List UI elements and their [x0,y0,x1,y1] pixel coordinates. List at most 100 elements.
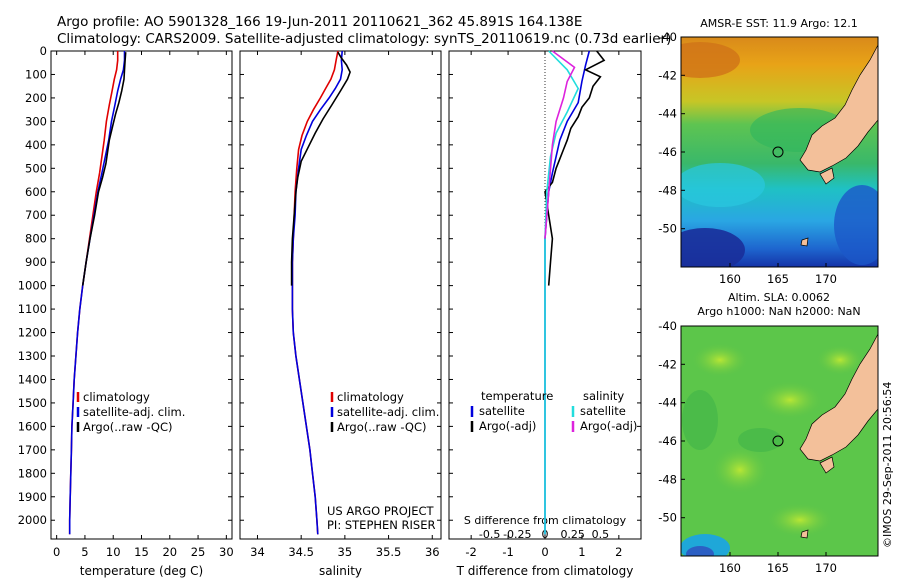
x-tick-label: 34 [250,545,265,559]
pi-label: PI: STEPHEN RISER [327,518,436,532]
sla-argo-marker [772,435,784,447]
x-tick-label: 20 [162,545,177,559]
x-axis-label: T difference from climatology [456,564,634,578]
map-x-tick-label: 165 [767,272,789,286]
x-tick-label: 35.5 [376,545,402,559]
map-y-tick-label: -42 [658,68,677,82]
sla-map-title-1: Altim. SLA: 0.0062 [728,291,830,304]
sst-map [681,37,878,267]
map-y-tick-label: -50 [658,222,677,236]
project-label: US ARGO PROJECT [327,504,435,518]
series-line [544,50,576,239]
y-tick-label: 600 [25,185,47,199]
y-tick-label: 1300 [18,349,47,363]
y-tick-label: 500 [25,161,47,175]
x-tick-label: 34.5 [288,545,314,559]
legend-header: temperature [481,389,553,403]
y-tick-label: 2000 [18,513,47,527]
salinity-panel: 34 34.5 35 35.5 36 salinity climatologysatelli… [239,50,442,578]
map-y-tick-label: -48 [658,183,677,197]
top-tick-label: 0 [542,528,549,541]
map-x-tick-label: 165 [767,561,789,575]
map-y-tick-label: -48 [658,472,677,486]
series-line [544,50,591,535]
sst-map-title: AMSR-E SST: 11.9 Argo: 12.1 [700,17,858,30]
y-tick-label: 700 [25,208,47,222]
y-tick-label: 1700 [18,443,47,457]
map-y-tick-label: -46 [658,145,677,159]
x-tick-label: 25 [191,545,206,559]
sla-map [681,326,878,556]
legend-label: Argo(..raw -QC) [337,420,427,434]
top-tick-label: -0.5 [479,528,500,541]
x-tick-label: 0 [53,545,60,559]
map-y-tick-label: -46 [658,434,677,448]
x-tick-label: 0 [541,545,548,559]
y-tick-label: 900 [25,255,47,269]
y-tick-label: 300 [25,114,47,128]
legend-label: climatology [337,390,404,404]
x-tick-label: 2 [615,545,622,559]
series-line [81,52,127,286]
x-tick-label: 30 [219,545,234,559]
sst-map-axes: -40 -42 -44 -46 -48 -50 160 165 170 [658,30,837,286]
x-axis-label: temperature (deg C) [80,564,203,578]
y-tick-label: 1800 [18,466,47,480]
series-line [291,50,344,535]
y-tick-label: 400 [25,138,47,152]
legend-label: Argo(..raw -QC) [83,420,173,434]
legend-label: Argo(-adj) [479,419,536,433]
series-line [290,51,351,286]
legend-label: climatology [83,390,150,404]
temperature-panel: 0100200300400500600700800900100011001200… [18,44,234,578]
map-y-tick-label: -40 [658,30,677,44]
x-tick-label: 36 [425,545,440,559]
series-line [68,51,126,535]
map-y-tick-label: -50 [658,511,677,525]
legend-label: satellite-adj. clim. [337,405,439,419]
x-tick-label: 35 [338,545,353,559]
top-tick-label: 0.25 [560,528,585,541]
plot-frame [239,50,442,540]
y-tick-label: 1000 [18,279,47,293]
y-tick-label: 1900 [18,490,47,504]
y-tick-label: 1200 [18,326,47,340]
header-line-2: Climatology: CARS2009. Satellite-adjuste… [57,31,671,47]
map-x-tick-label: 160 [719,272,741,286]
y-tick-label: 1600 [18,419,47,433]
top-tick-label: 0.5 [592,528,610,541]
y-tick-label: 100 [25,67,47,81]
y-tick-label: 800 [25,232,47,246]
y-tick-label: 1500 [18,396,47,410]
sla-map-axes: -40 -42 -44 -46 -48 -50 160 165 170 [658,319,837,575]
x-tick-label: 10 [106,545,121,559]
map-y-tick-label: -44 [658,396,677,410]
legend-label: satellite [580,404,626,418]
series-line [291,50,339,535]
x-axis-label: salinity [319,564,362,578]
header-line-1: Argo profile: AO 5901328_166 19-Jun-2011… [57,14,582,30]
plot-frame [50,50,233,540]
x-tick-label: -1 [502,545,513,559]
x-tick-label: 1 [578,545,585,559]
x-tick-label: -2 [465,545,476,559]
y-tick-label: 1100 [18,302,47,316]
legend-label: satellite [479,404,525,418]
y-tick-label: 0 [40,44,47,58]
credit-text: ©IMOS 29-Sep-2011 20:56:54 [881,382,894,548]
top-tick-label: -0.25 [503,528,531,541]
sst-argo-marker [772,146,784,158]
series-line [544,50,606,286]
map-x-tick-label: 170 [815,561,837,575]
legend-header: salinity [583,389,624,403]
map-y-tick-label: -44 [658,107,677,121]
legend-label: satellite-adj. clim. [83,405,185,419]
map-y-tick-label: -40 [658,319,677,333]
x-tick-label: 5 [81,545,88,559]
legend-label: Argo(-adj) [580,419,637,433]
map-x-tick-label: 170 [815,272,837,286]
y-tick-label: 200 [25,91,47,105]
y-tick-label: 1400 [18,372,47,386]
